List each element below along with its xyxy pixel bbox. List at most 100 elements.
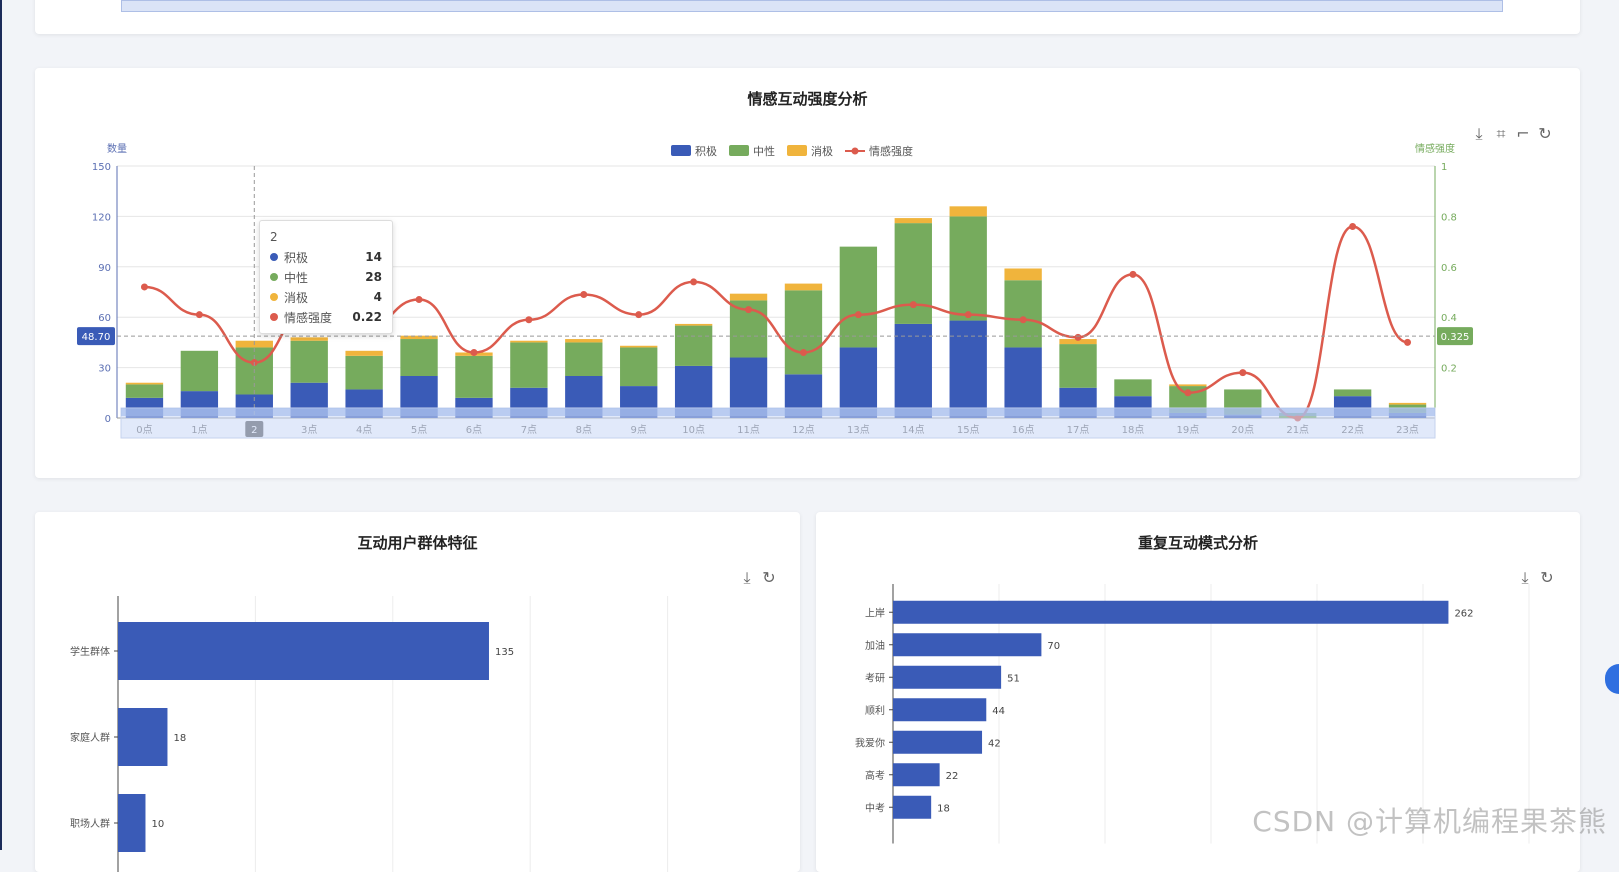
- bar: [118, 708, 168, 766]
- download-icon[interactable]: ⤓: [1475, 124, 1483, 143]
- bar-消极: [510, 340, 548, 343]
- category-label: 职场人群: [70, 817, 110, 830]
- tooltip-dot-icon: [270, 253, 278, 261]
- bar-消极: [565, 339, 603, 343]
- bar-消极: [1004, 268, 1042, 281]
- tooltip-row: 积极 14: [270, 247, 382, 267]
- category-label: 中考: [865, 801, 885, 814]
- legend-swatch: [729, 145, 749, 156]
- emotion-intensity-point: [1239, 369, 1247, 377]
- bar-积极: [839, 347, 878, 418]
- download-icon[interactable]: ⤓: [1521, 568, 1529, 587]
- bar-中性: [180, 350, 219, 392]
- category-label: 上岸: [865, 607, 885, 619]
- y-left-tick-label: 60: [98, 313, 111, 324]
- bar: [893, 795, 932, 819]
- legend-swatch: [851, 147, 859, 155]
- bar-消极: [949, 206, 987, 217]
- bar-中性: [290, 340, 328, 383]
- bar-消极: [729, 293, 768, 301]
- tooltip-row: 情感强度 0.22: [270, 307, 382, 327]
- tooltip-row: 消极 4: [270, 287, 382, 307]
- refresh-icon[interactable]: ↻: [1538, 124, 1552, 143]
- y-left-tick-label: 0: [105, 414, 111, 425]
- refresh-icon[interactable]: ↻: [1540, 568, 1554, 587]
- bar-中性: [839, 246, 878, 348]
- category-label: 我爱你: [855, 736, 885, 749]
- bar: [893, 633, 1042, 657]
- pointer-right-label-bg: [1437, 327, 1473, 346]
- value-label: 262: [1454, 608, 1473, 619]
- bar-中性: [949, 216, 987, 321]
- emotion-intensity-point: [690, 278, 698, 286]
- bar-中性: [455, 355, 493, 398]
- category-label: 加油: [865, 639, 885, 652]
- emotion-intensity-card: 情感互动强度分析 ⤓ ⌗ ⌐ ↻ 0 30 60 90 120 150 0.2 0.4 0.6 0…: [35, 68, 1580, 478]
- csdn-watermark: CSDN @计算机编程果茶熊: [1252, 805, 1607, 838]
- emotion-intensity-point: [580, 291, 588, 299]
- bar: [893, 730, 983, 754]
- data-zoom-handle-bar: [121, 408, 1435, 416]
- bar: [893, 600, 1449, 624]
- emotion-intensity-point: [1184, 389, 1192, 397]
- patterns-chart-title: 重复互动模式分析: [1137, 534, 1258, 552]
- side-collapse-button[interactable]: [1605, 664, 1619, 694]
- value-label: 22: [946, 771, 959, 782]
- emotion-intensity-point: [525, 316, 533, 324]
- legend-label: 积极: [695, 144, 717, 158]
- tooltip-dot-icon: [270, 273, 278, 281]
- bar-积极: [949, 320, 987, 418]
- emotion-intensity-point: [964, 311, 972, 319]
- bar: [893, 665, 1002, 689]
- bar-中性: [1114, 379, 1152, 397]
- category-label: 学生群体: [70, 645, 110, 658]
- bar-消极: [674, 323, 713, 326]
- category-label: 顺利: [865, 705, 885, 717]
- emotion-intensity-point: [140, 283, 148, 291]
- y-right-tick-label: 1: [1441, 162, 1447, 173]
- legend-label: 消极: [811, 144, 833, 158]
- emotion-intensity-point: [745, 306, 753, 314]
- value-label: 70: [1047, 641, 1060, 652]
- bar-消极: [784, 283, 823, 291]
- bar-消极: [400, 335, 438, 340]
- bar-积极: [894, 323, 932, 418]
- tooltip-label: 中性: [284, 270, 309, 285]
- bar-中性: [125, 384, 164, 398]
- patterns-chart-svg: 上岸 262 加油 70 考研 51 顺利 44 我爱你 42 高考 22 中考 18: [855, 584, 1530, 844]
- previous-chart-scrollbar[interactable]: [121, 0, 1503, 12]
- download-icon[interactable]: ⤓: [743, 568, 751, 587]
- user-groups-card: 互动用户群体特征 ⤓ ↻ 学生群体 135 家庭人群 18 职场人群 10: [35, 512, 800, 872]
- chart-tooltip: 2 积极 14 中性 28 消极 4 情感强度 0.22: [259, 220, 393, 334]
- pointer-left-label: 48.70: [82, 332, 111, 343]
- value-label: 51: [1007, 673, 1020, 684]
- y-left-tick-label: 30: [98, 364, 111, 375]
- bar-消极: [1388, 402, 1427, 405]
- emotion-chart-title: 情感互动强度分析: [747, 90, 868, 108]
- emotion-intensity-point: [854, 311, 862, 319]
- value-label: 44: [992, 706, 1005, 717]
- emotion-intensity-point: [1349, 222, 1357, 230]
- value-label: 135: [495, 647, 514, 658]
- y-right-tick-label: 0.6: [1441, 263, 1457, 274]
- emotion-intensity-point: [415, 296, 423, 304]
- tooltip-label: 消极: [284, 290, 309, 305]
- category-label: 高考: [865, 769, 885, 782]
- bar-中性: [784, 290, 823, 375]
- y-left-axis-label: 数量: [107, 142, 127, 155]
- emotion-intensity-point: [1129, 270, 1137, 278]
- y-left-tick-label: 150: [92, 162, 111, 173]
- y-right-axis-label: 情感强度: [1415, 142, 1455, 155]
- zoom-icon[interactable]: ⌗: [1496, 124, 1506, 143]
- bar: [893, 698, 987, 722]
- emotion-intensity-point: [1074, 333, 1082, 341]
- legend-label: 情感强度: [869, 144, 913, 158]
- y-right-tick-label: 0.8: [1441, 212, 1457, 223]
- zoom-reset-icon[interactable]: ⌐: [1516, 124, 1530, 143]
- bar-中性: [1004, 280, 1042, 348]
- y-left-tick-label: 120: [92, 212, 111, 223]
- refresh-icon[interactable]: ↻: [762, 568, 776, 587]
- bar-消极: [1169, 384, 1207, 387]
- value-label: 10: [151, 819, 164, 830]
- bar-中性: [565, 342, 603, 376]
